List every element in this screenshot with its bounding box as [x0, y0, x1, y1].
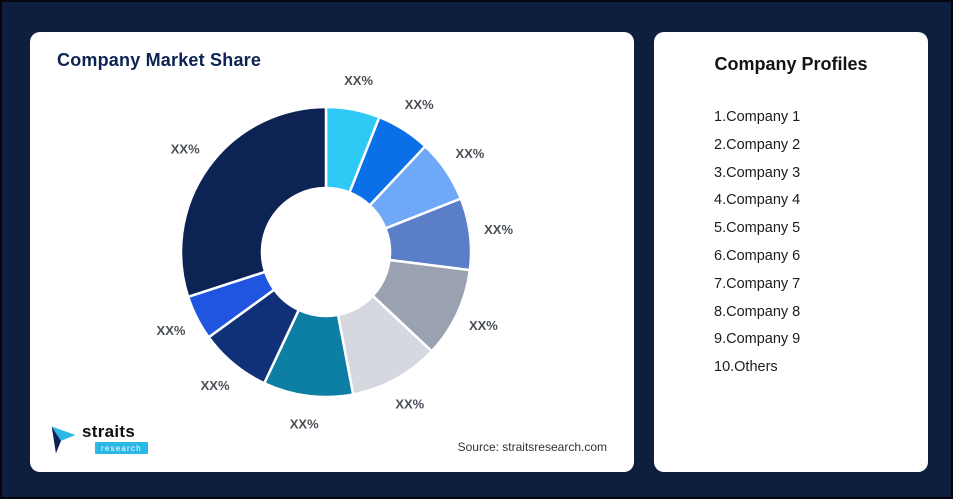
profile-list-item: 1.Company 1	[714, 109, 801, 125]
slice-value-label: XX%	[484, 222, 513, 237]
profile-list-item: 7.Company 7	[714, 275, 801, 292]
logo-sub-text: research	[95, 442, 148, 454]
profile-list-item: 2.Company 2	[714, 136, 801, 153]
slice-value-label: XX%	[405, 97, 434, 112]
profile-list-item: 4.Company 4	[714, 192, 801, 209]
slice-value-label: XX%	[171, 142, 200, 157]
logo-arrow-icon	[51, 426, 76, 454]
company-profiles-card: Company Profiles 1.Company 1 2.Company 2…	[654, 32, 928, 472]
slice-value-label: XX%	[290, 417, 319, 432]
profile-list-item: 6.Company 6	[714, 247, 801, 264]
profile-list-item: 9.Company 9	[714, 331, 801, 348]
logo-brand-text: straits	[82, 422, 136, 441]
profile-list-item: 3.Company 3	[714, 164, 801, 181]
market-share-card: XX% XX% XX% XX% XX% XX% XX% XX% XX% XX% Company M…	[30, 32, 634, 472]
source-attribution: Source: straitsresearch.com	[457, 440, 607, 454]
slice-value-label: XX%	[395, 397, 424, 412]
slice-value-label: XX%	[455, 146, 484, 161]
logo-text: straits research	[82, 423, 148, 454]
company-profiles-list: 1.Company 1 2.Company 2 3.Company 3 4.Co…	[714, 104, 800, 382]
slice-value-label: XX%	[157, 323, 186, 338]
profile-list-item: 8.Company 8	[714, 303, 801, 320]
chart-title: Company Market Share	[57, 50, 262, 70]
donut-chart: XX% XX% XX% XX% XX% XX% XX% XX% XX% XX%	[157, 73, 514, 432]
slice-value-label: XX%	[469, 318, 498, 333]
profile-list-item: 5.Company 5	[714, 220, 801, 237]
straits-research-logo: straits research	[50, 423, 148, 456]
slice-value-label: XX%	[344, 73, 373, 88]
profile-list-item: 10.Others	[714, 359, 778, 376]
slice-value-label: XX%	[201, 378, 230, 393]
profiles-title: Company Profiles	[714, 54, 868, 74]
donut-slice-others	[179, 105, 328, 299]
